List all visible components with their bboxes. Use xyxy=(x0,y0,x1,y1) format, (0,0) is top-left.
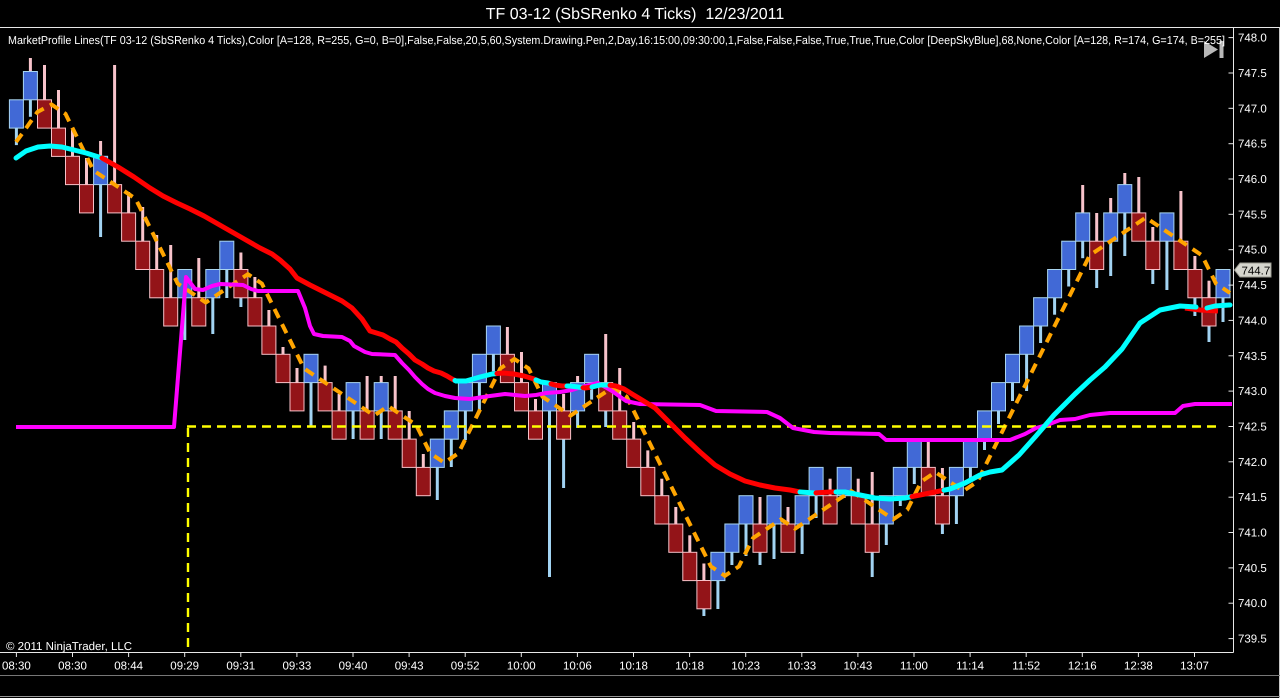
svg-text:11:14: 11:14 xyxy=(956,661,985,673)
svg-text:741.0: 741.0 xyxy=(1238,528,1267,540)
svg-text:09:33: 09:33 xyxy=(283,661,312,673)
svg-text:742.5: 742.5 xyxy=(1238,422,1267,434)
svg-text:11:00: 11:00 xyxy=(900,661,928,673)
svg-text:747.5: 747.5 xyxy=(1238,68,1267,80)
svg-text:10:00: 10:00 xyxy=(507,661,536,673)
svg-text:10:06: 10:06 xyxy=(563,661,592,673)
svg-text:10:18: 10:18 xyxy=(619,661,648,673)
svg-text:744.5: 744.5 xyxy=(1238,280,1267,292)
svg-text:743.0: 743.0 xyxy=(1238,386,1267,398)
svg-text:10:33: 10:33 xyxy=(787,661,816,673)
svg-text:© 2011 NinjaTrader, LLC: © 2011 NinjaTrader, LLC xyxy=(6,641,132,653)
svg-text:11:52: 11:52 xyxy=(1012,661,1040,673)
svg-text:746.0: 746.0 xyxy=(1238,174,1267,186)
svg-text:13:07: 13:07 xyxy=(1180,661,1209,673)
svg-text:10:43: 10:43 xyxy=(844,661,873,673)
svg-text:09:43: 09:43 xyxy=(395,661,424,673)
svg-text:TF 03-12 (SbSRenko 4 Ticks) 1: TF 03-12 (SbSRenko 4 Ticks) 12/23/2011 xyxy=(486,6,785,23)
svg-text:09:40: 09:40 xyxy=(339,661,368,673)
svg-text:740.0: 740.0 xyxy=(1238,598,1267,610)
svg-text:12:38: 12:38 xyxy=(1124,661,1153,673)
svg-text:746.5: 746.5 xyxy=(1238,139,1267,151)
svg-text:744.7: 744.7 xyxy=(1242,266,1271,278)
svg-text:747.0: 747.0 xyxy=(1238,103,1267,115)
svg-text:742.0: 742.0 xyxy=(1238,457,1267,469)
svg-text:741.5: 741.5 xyxy=(1238,492,1267,504)
svg-text:10:23: 10:23 xyxy=(731,661,760,673)
svg-text:08:30: 08:30 xyxy=(2,661,31,673)
svg-text:745.5: 745.5 xyxy=(1238,209,1267,221)
svg-text:MarketProfile Lines(TF 03-12 (: MarketProfile Lines(TF 03-12 (SbSRenko 4… xyxy=(8,35,1225,47)
svg-text:09:52: 09:52 xyxy=(451,661,480,673)
svg-text:12:16: 12:16 xyxy=(1068,661,1097,673)
svg-text:08:44: 08:44 xyxy=(114,661,143,673)
svg-text:10:18: 10:18 xyxy=(675,661,704,673)
svg-text:740.5: 740.5 xyxy=(1238,563,1267,575)
svg-text:748.0: 748.0 xyxy=(1238,33,1267,45)
svg-text:743.5: 743.5 xyxy=(1238,351,1267,363)
svg-text:744.0: 744.0 xyxy=(1238,315,1267,327)
svg-text:745.0: 745.0 xyxy=(1238,245,1267,257)
svg-text:09:29: 09:29 xyxy=(170,661,199,673)
svg-text:09:31: 09:31 xyxy=(226,661,255,673)
svg-text:08:30: 08:30 xyxy=(58,661,87,673)
svg-text:739.5: 739.5 xyxy=(1238,634,1267,646)
